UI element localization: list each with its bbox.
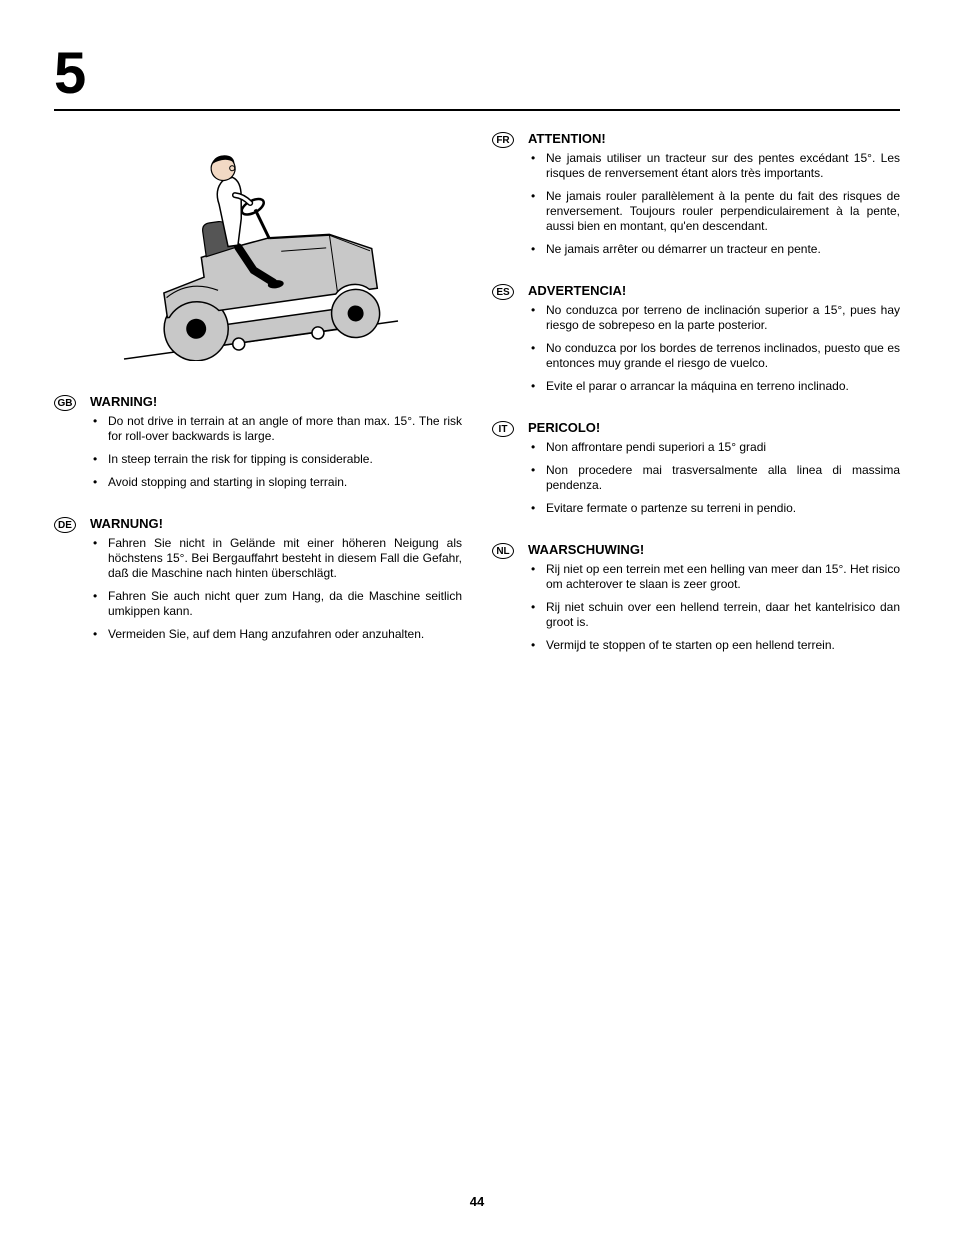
warning-item: Rij niet schuin over een hellend terrein… [546, 600, 900, 630]
warning-heading: ADVERTENCIA! [528, 283, 900, 298]
warning-list: Do not drive in terrain at an angle of m… [90, 414, 462, 490]
warning-heading: WAARSCHUWING! [528, 542, 900, 557]
warning-list: Ne jamais utiliser un tracteur sur des p… [528, 151, 900, 257]
page-number: 44 [0, 1194, 954, 1209]
language-section: GB WARNING! Do not drive in terrain at an … [54, 394, 462, 498]
content-columns: GB WARNING! Do not drive in terrain at an … [54, 131, 900, 679]
warning-item: In steep terrain the risk for tipping is… [108, 452, 462, 467]
warning-list: Non affrontare pendi superiori a 15° gra… [528, 440, 900, 516]
language-code-badge: DE [54, 517, 76, 533]
warning-item: No conduzca por terreno de inclinación s… [546, 303, 900, 333]
right-column: FR ATTENTION! Ne jamais utiliser un tracte… [492, 131, 900, 679]
warning-item: Avoid stopping and starting in sloping t… [108, 475, 462, 490]
language-section: NL WAARSCHUWING! Rij niet op een terrein m… [492, 542, 900, 661]
warning-list: Fahren Sie nicht in Gelände mit einer hö… [90, 536, 462, 642]
warning-heading: WARNUNG! [90, 516, 462, 531]
language-section: IT PERICOLO! Non affrontare pendi superior… [492, 420, 900, 524]
warning-heading: WARNING! [90, 394, 462, 409]
warning-item: No conduzca por los bordes de terrenos i… [546, 341, 900, 371]
warning-item: Do not drive in terrain at an angle of m… [108, 414, 462, 444]
warning-item: Ne jamais arrêter ou démarrer un tracteu… [546, 242, 900, 257]
language-section: FR ATTENTION! Ne jamais utiliser un tracte… [492, 131, 900, 265]
warning-item: Ne jamais rouler parallèlement à la pent… [546, 189, 900, 234]
warning-item: Vermeiden Sie, auf dem Hang anzufahren o… [108, 627, 462, 642]
warning-item: Ne jamais utiliser un tracteur sur des p… [546, 151, 900, 181]
warning-list: No conduzca por terreno de inclinación s… [528, 303, 900, 394]
warning-list: Rij niet op een terrein met een helling … [528, 562, 900, 653]
warning-item: Non procedere mai trasversalmente alla l… [546, 463, 900, 493]
warning-item: Non affrontare pendi superiori a 15° gra… [546, 440, 900, 455]
warning-heading: ATTENTION! [528, 131, 900, 146]
language-code-badge: IT [492, 421, 514, 437]
language-code-badge: GB [54, 395, 76, 411]
section-number: 5 [54, 40, 900, 111]
language-code-badge: FR [492, 132, 514, 148]
warning-item: Evite el parar o arrancar la máquina en … [546, 379, 900, 394]
warning-item: Fahren Sie auch nicht quer zum Hang, da … [108, 589, 462, 619]
warning-item: Evitare fermate o partenze su terreni in… [546, 501, 900, 516]
language-section: DE WARNUNG! Fahren Sie nicht in Gelände mi… [54, 516, 462, 650]
warning-item: Vermijd te stoppen of te starten op een … [546, 638, 900, 653]
left-column: GB WARNING! Do not drive in terrain at an … [54, 131, 462, 679]
language-code-badge: ES [492, 284, 514, 300]
warning-item: Rij niet op een terrein met een helling … [546, 562, 900, 592]
tractor-illustration [94, 131, 462, 366]
language-code-badge: NL [492, 543, 514, 559]
warning-heading: PERICOLO! [528, 420, 900, 435]
warning-item: Fahren Sie nicht in Gelände mit einer hö… [108, 536, 462, 581]
language-section: ES ADVERTENCIA! No conduzca por terreno de… [492, 283, 900, 402]
